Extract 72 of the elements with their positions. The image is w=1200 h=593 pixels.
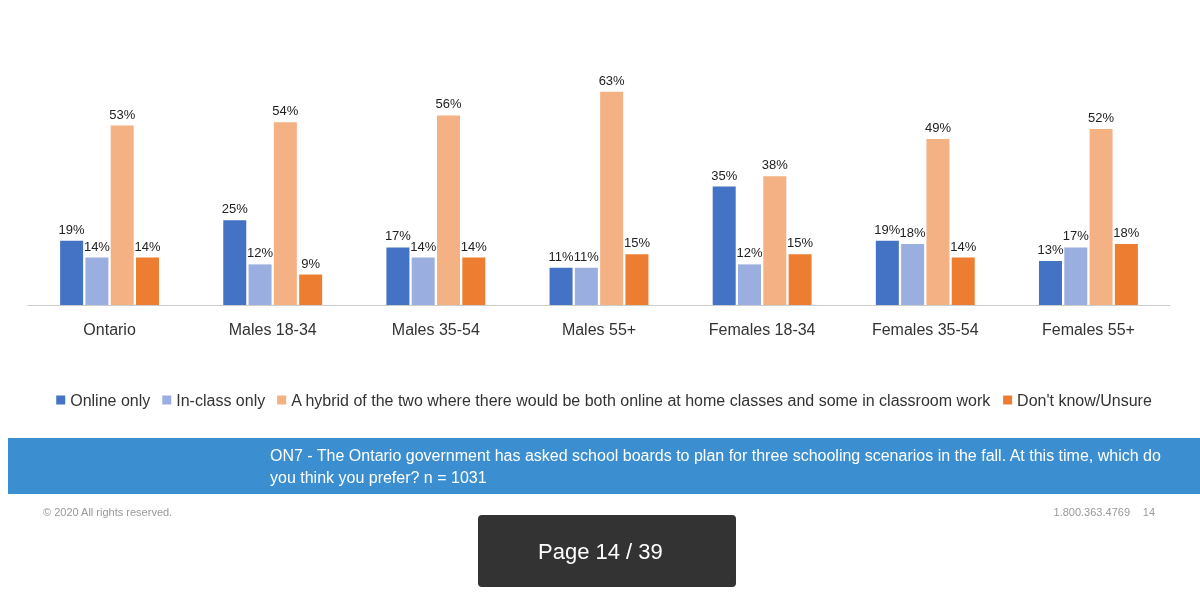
data-label: 17% (384, 228, 412, 244)
data-label: 17% (1062, 228, 1090, 244)
data-label: 18% (1113, 225, 1140, 241)
bar (1038, 260, 1062, 305)
data-label: 15% (623, 235, 651, 251)
bar (299, 274, 323, 305)
x-tick-label: Males 55+ (561, 320, 637, 338)
text: © 2020 All rights reserved. (43, 505, 173, 518)
data-label: 18% (899, 225, 927, 241)
bar (600, 91, 624, 305)
bar (462, 257, 486, 305)
data-label: 14% (83, 238, 111, 254)
bar (574, 267, 598, 305)
x-tick-label: Males 35-54 (391, 320, 480, 338)
text: 1.800.363.4769 (1053, 505, 1131, 518)
data-label: 11% (548, 248, 575, 264)
data-label: 15% (787, 235, 814, 251)
data-label: 63% (598, 72, 626, 88)
data-label: 19% (874, 221, 901, 237)
bar (737, 264, 761, 305)
bar (248, 264, 272, 305)
text: 14 (1142, 505, 1156, 518)
data-label: 14% (410, 238, 437, 254)
bar (788, 254, 812, 305)
data-label: 14% (134, 238, 161, 254)
data-label: 19% (58, 221, 86, 237)
data-label: 25% (221, 201, 249, 217)
x-tick-label: Females 18-34 (708, 320, 816, 338)
bar (386, 247, 410, 305)
bar (85, 257, 109, 305)
bar (1064, 247, 1088, 305)
data-label: 52% (1088, 109, 1115, 125)
legend-label: A hybrid of the two where there would be both online at home classes and some in classroom work (291, 391, 992, 409)
data-label: 14% (950, 238, 977, 254)
bar (223, 220, 247, 305)
x-tick-label: Ontario (83, 320, 136, 338)
bar (110, 125, 134, 305)
x-tick-label: Males 18-34 (228, 320, 317, 338)
data-label: 49% (924, 120, 952, 136)
bar (549, 267, 573, 305)
bar (273, 122, 297, 305)
bar (951, 257, 975, 305)
bar (60, 240, 84, 305)
bar (926, 139, 950, 305)
legend-label: Don't know/Unsure (1017, 391, 1152, 409)
bar (411, 257, 435, 305)
bar (136, 257, 160, 305)
data-label: 13% (1037, 241, 1064, 257)
x-tick-label: Females 35-54 (871, 320, 979, 338)
data-label: 56% (435, 96, 462, 112)
data-label: 53% (109, 106, 136, 122)
x-tick-label: Females 55+ (1041, 320, 1135, 338)
data-label: 12% (736, 245, 763, 261)
text: Page 14 / 39 (538, 538, 663, 564)
data-label: 12% (247, 245, 274, 261)
data-label: 54% (272, 103, 299, 119)
bar (875, 240, 899, 305)
bar (901, 244, 925, 305)
bar (712, 186, 736, 305)
text: ON7 - The Ontario government has asked school boards to plan for three schooling scenarios in the fall. At this time, which do you think you prefer? n = 1031 (270, 446, 1166, 486)
bar (437, 115, 461, 305)
legend-label: Online only (70, 391, 151, 409)
bar (625, 254, 649, 305)
data-label: 9% (301, 255, 321, 271)
data-label: 38% (761, 157, 789, 173)
bar (763, 176, 787, 305)
data-label: 11% (573, 248, 600, 264)
bar (1114, 244, 1138, 305)
data-label: 35% (711, 167, 738, 183)
legend-label: In-class only (176, 391, 266, 409)
bar (1089, 128, 1113, 305)
data-label: 14% (460, 238, 488, 254)
